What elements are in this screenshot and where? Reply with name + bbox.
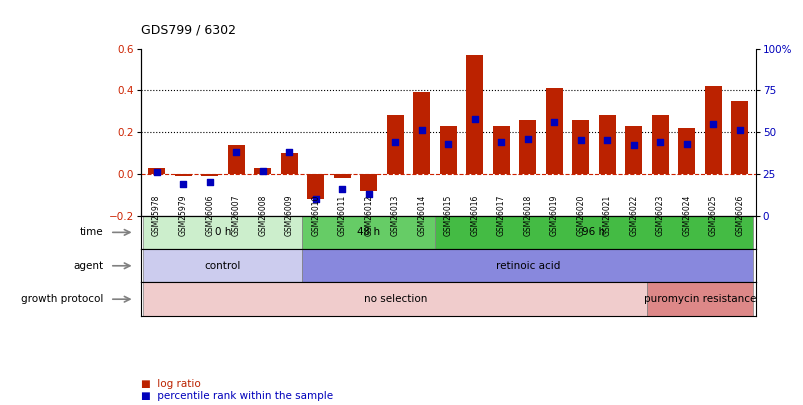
Bar xyxy=(434,216,752,249)
Text: ■  log ratio: ■ log ratio xyxy=(141,379,200,389)
Bar xyxy=(148,168,165,174)
Text: time: time xyxy=(80,227,104,237)
Text: GSM26018: GSM26018 xyxy=(523,195,532,236)
Text: GSM26026: GSM26026 xyxy=(735,195,744,237)
Point xyxy=(177,181,190,187)
Text: GSM26009: GSM26009 xyxy=(284,195,293,237)
Bar xyxy=(333,174,350,178)
Bar xyxy=(360,174,377,191)
Bar xyxy=(302,216,434,249)
Text: GSM26014: GSM26014 xyxy=(417,195,426,237)
Text: GSM26012: GSM26012 xyxy=(364,195,373,236)
Text: GSM26021: GSM26021 xyxy=(602,195,611,236)
Text: ■  percentile rank within the sample: ■ percentile rank within the sample xyxy=(141,391,332,401)
Point xyxy=(706,121,719,127)
Text: GSM26010: GSM26010 xyxy=(311,195,320,237)
Point xyxy=(494,139,507,145)
Point xyxy=(547,119,560,126)
Bar xyxy=(492,126,509,174)
Text: GSM26007: GSM26007 xyxy=(231,195,240,237)
Point xyxy=(230,149,243,156)
Text: GSM26023: GSM26023 xyxy=(655,195,664,237)
Bar xyxy=(646,283,752,316)
Text: GSM26015: GSM26015 xyxy=(443,195,452,237)
Text: GSM26024: GSM26024 xyxy=(682,195,691,237)
Text: GSM26019: GSM26019 xyxy=(549,195,558,237)
Bar xyxy=(598,115,615,174)
Bar xyxy=(143,216,302,249)
Point xyxy=(309,196,322,202)
Text: GSM26013: GSM26013 xyxy=(390,195,399,237)
Bar xyxy=(280,153,297,174)
Bar xyxy=(307,174,324,199)
Bar xyxy=(143,283,646,316)
Point xyxy=(573,137,586,144)
Text: GSM26020: GSM26020 xyxy=(576,195,585,237)
Bar xyxy=(545,88,562,174)
Point xyxy=(600,137,613,144)
Text: GSM26008: GSM26008 xyxy=(258,195,267,237)
Text: GSM26022: GSM26022 xyxy=(629,195,638,236)
Bar xyxy=(730,101,748,174)
Bar xyxy=(704,86,721,174)
Text: agent: agent xyxy=(74,261,104,271)
Text: GSM26025: GSM26025 xyxy=(708,195,717,237)
Bar xyxy=(201,174,218,176)
Bar xyxy=(413,92,430,174)
Bar xyxy=(302,249,752,283)
Bar xyxy=(386,115,403,174)
Point xyxy=(336,186,349,192)
Bar xyxy=(227,145,244,174)
Text: 48 h: 48 h xyxy=(357,227,380,237)
Point xyxy=(520,136,533,142)
Bar xyxy=(143,249,302,283)
Text: 0 h: 0 h xyxy=(214,227,230,237)
Bar xyxy=(625,126,642,174)
Point xyxy=(626,142,639,149)
Point xyxy=(389,139,402,145)
Bar xyxy=(651,115,668,174)
Text: GSM25979: GSM25979 xyxy=(178,195,187,237)
Point xyxy=(732,127,745,134)
Text: no selection: no selection xyxy=(363,294,426,304)
Point xyxy=(442,141,454,147)
Bar xyxy=(439,126,456,174)
Bar xyxy=(174,174,191,176)
Text: puromycin resistance: puromycin resistance xyxy=(643,294,756,304)
Text: control: control xyxy=(205,261,241,271)
Text: GSM26017: GSM26017 xyxy=(496,195,505,237)
Text: GSM25978: GSM25978 xyxy=(152,195,161,237)
Point xyxy=(256,167,269,174)
Bar xyxy=(519,119,536,174)
Bar xyxy=(572,119,589,174)
Text: GSM26011: GSM26011 xyxy=(337,195,346,236)
Bar xyxy=(254,168,271,174)
Point xyxy=(415,127,428,134)
Point xyxy=(679,141,692,147)
Bar xyxy=(466,55,483,174)
Point xyxy=(203,179,216,185)
Text: GSM26006: GSM26006 xyxy=(205,195,214,237)
Point xyxy=(467,115,480,122)
Text: growth protocol: growth protocol xyxy=(22,294,104,304)
Point xyxy=(362,191,375,197)
Text: retinoic acid: retinoic acid xyxy=(495,261,559,271)
Point xyxy=(150,169,163,175)
Text: GDS799 / 6302: GDS799 / 6302 xyxy=(141,23,235,36)
Point xyxy=(283,149,296,156)
Text: 96 h: 96 h xyxy=(581,227,605,237)
Text: GSM26016: GSM26016 xyxy=(470,195,479,237)
Point xyxy=(653,139,666,145)
Bar xyxy=(678,128,695,174)
